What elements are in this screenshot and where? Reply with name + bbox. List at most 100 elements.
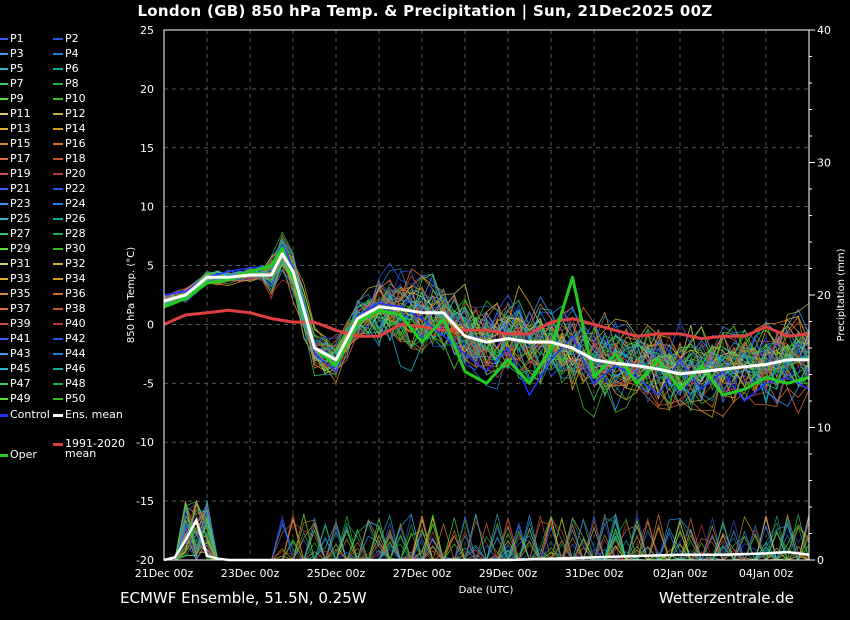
legend-label-climate-mean: mean (65, 447, 97, 460)
legend-label: P34 (65, 272, 86, 285)
member-precip-line (164, 505, 809, 562)
legend-item-p14: P14 (53, 122, 86, 135)
legend-item-p29: P29 (0, 242, 31, 255)
legend-swatch (53, 53, 63, 55)
plot-frame (163, 29, 810, 561)
legend-item-p1: P1 (0, 32, 24, 45)
legend-swatch (0, 218, 8, 220)
legend-label: P7 (10, 77, 24, 90)
member-precip-line (164, 506, 809, 561)
member-precip-line (164, 506, 809, 562)
member-line (163, 243, 810, 402)
legend-item-p33: P33 (0, 272, 31, 285)
legend-swatch (0, 413, 8, 417)
legend-swatch (53, 383, 63, 385)
legend-swatch (0, 143, 8, 145)
legend-item-p50: P50 (53, 392, 86, 405)
legend-item-p47: P47 (0, 377, 31, 390)
legend-swatch (0, 113, 8, 115)
legend-label: P12 (65, 107, 86, 120)
legend-swatch (53, 158, 63, 160)
legend-label: P26 (65, 212, 86, 225)
legend-item-p26: P26 (53, 212, 86, 225)
member-line (163, 261, 810, 405)
legend-item-p32: P32 (53, 257, 86, 270)
legend-swatch (0, 233, 8, 235)
legend-item-p8: P8 (53, 77, 79, 90)
member-precip-line (164, 501, 809, 561)
member-precip-line (164, 499, 809, 561)
legend-item-p17: P17 (0, 152, 31, 165)
legend-swatch (53, 353, 63, 355)
y2-tick-label: 0 (817, 554, 824, 567)
legend-item-p3: P3 (0, 47, 24, 60)
y2-tick-label: 40 (817, 24, 831, 37)
legend-swatch (0, 98, 8, 100)
legend-swatch (53, 248, 63, 250)
legend-item-p41: P41 (0, 332, 31, 345)
legend-item-p22: P22 (53, 182, 86, 195)
member-line (163, 238, 810, 408)
grid-lines (164, 30, 809, 560)
x-tick-label: 23Dec 00z (221, 567, 280, 580)
legend-swatch (53, 278, 63, 280)
chart-title: London (GB) 850 hPa Temp. & Precipitatio… (137, 2, 713, 20)
legend-label: P42 (65, 332, 86, 345)
y-tick-label: 0 (147, 318, 154, 331)
legend-swatch (53, 398, 63, 400)
legend-swatch (53, 188, 63, 190)
x-tick-label: 27Dec 00z (393, 567, 452, 580)
y2-tick-label: 20 (817, 289, 831, 302)
legend-label: P22 (65, 182, 86, 195)
legend-swatch (0, 263, 8, 265)
legend-item-p34: P34 (53, 272, 86, 285)
legend-label: P45 (10, 362, 31, 375)
legend-label: P1 (10, 32, 24, 45)
y-tick-label: 20 (140, 83, 154, 96)
member-precip-line (164, 502, 809, 562)
x-tick-label: 04Jan 00z (739, 567, 793, 580)
legend-label: 1991-2020 (65, 437, 125, 450)
legend-swatch (0, 293, 8, 295)
legend-item-p20: P20 (53, 167, 86, 180)
y-tick-label: 25 (140, 24, 154, 37)
legend-swatch (0, 158, 8, 160)
legend-item-p31: P31 (0, 257, 31, 270)
y-tick-label: -5 (143, 377, 154, 390)
legend-item-p13: P13 (0, 122, 31, 135)
legend-label: P15 (10, 137, 31, 150)
legend-swatch (53, 143, 63, 145)
legend-label: P19 (10, 167, 31, 180)
legend-label: P33 (10, 272, 31, 285)
legend-swatch (53, 413, 63, 417)
legend-item-p35: P35 (0, 287, 31, 300)
legend-label: P8 (65, 77, 79, 90)
legend-label: P4 (65, 47, 79, 60)
legend-label: P48 (65, 377, 86, 390)
legend-item-p18: P18 (53, 152, 86, 165)
legend-swatch (0, 368, 8, 370)
member-precip-line (164, 503, 809, 561)
legend-swatch (53, 338, 63, 340)
legend-item-p42: P42 (53, 332, 86, 345)
legend-swatch (53, 293, 63, 295)
legend-item-p44: P44 (53, 347, 86, 360)
legend-item-control: Control (0, 408, 50, 421)
legend-label: P25 (10, 212, 31, 225)
legend-swatch (0, 453, 8, 457)
legend-swatch (0, 203, 8, 205)
x-tick-label: 02Jan 00z (653, 567, 707, 580)
legend-swatch (0, 398, 8, 400)
y-axis-label: 850 hPa Temp. (°C) (126, 247, 137, 343)
legend-label: P27 (10, 227, 31, 240)
legend-label: P3 (10, 47, 24, 60)
legend-label: P31 (10, 257, 31, 270)
legend-item-p30: P30 (53, 242, 86, 255)
legend-label: P41 (10, 332, 31, 345)
legend-swatch (53, 173, 63, 175)
member-line (163, 252, 810, 377)
legend-item-p46: P46 (53, 362, 86, 375)
x-tick-label: 21Dec 00z (135, 567, 194, 580)
legend-label: P17 (10, 152, 31, 165)
